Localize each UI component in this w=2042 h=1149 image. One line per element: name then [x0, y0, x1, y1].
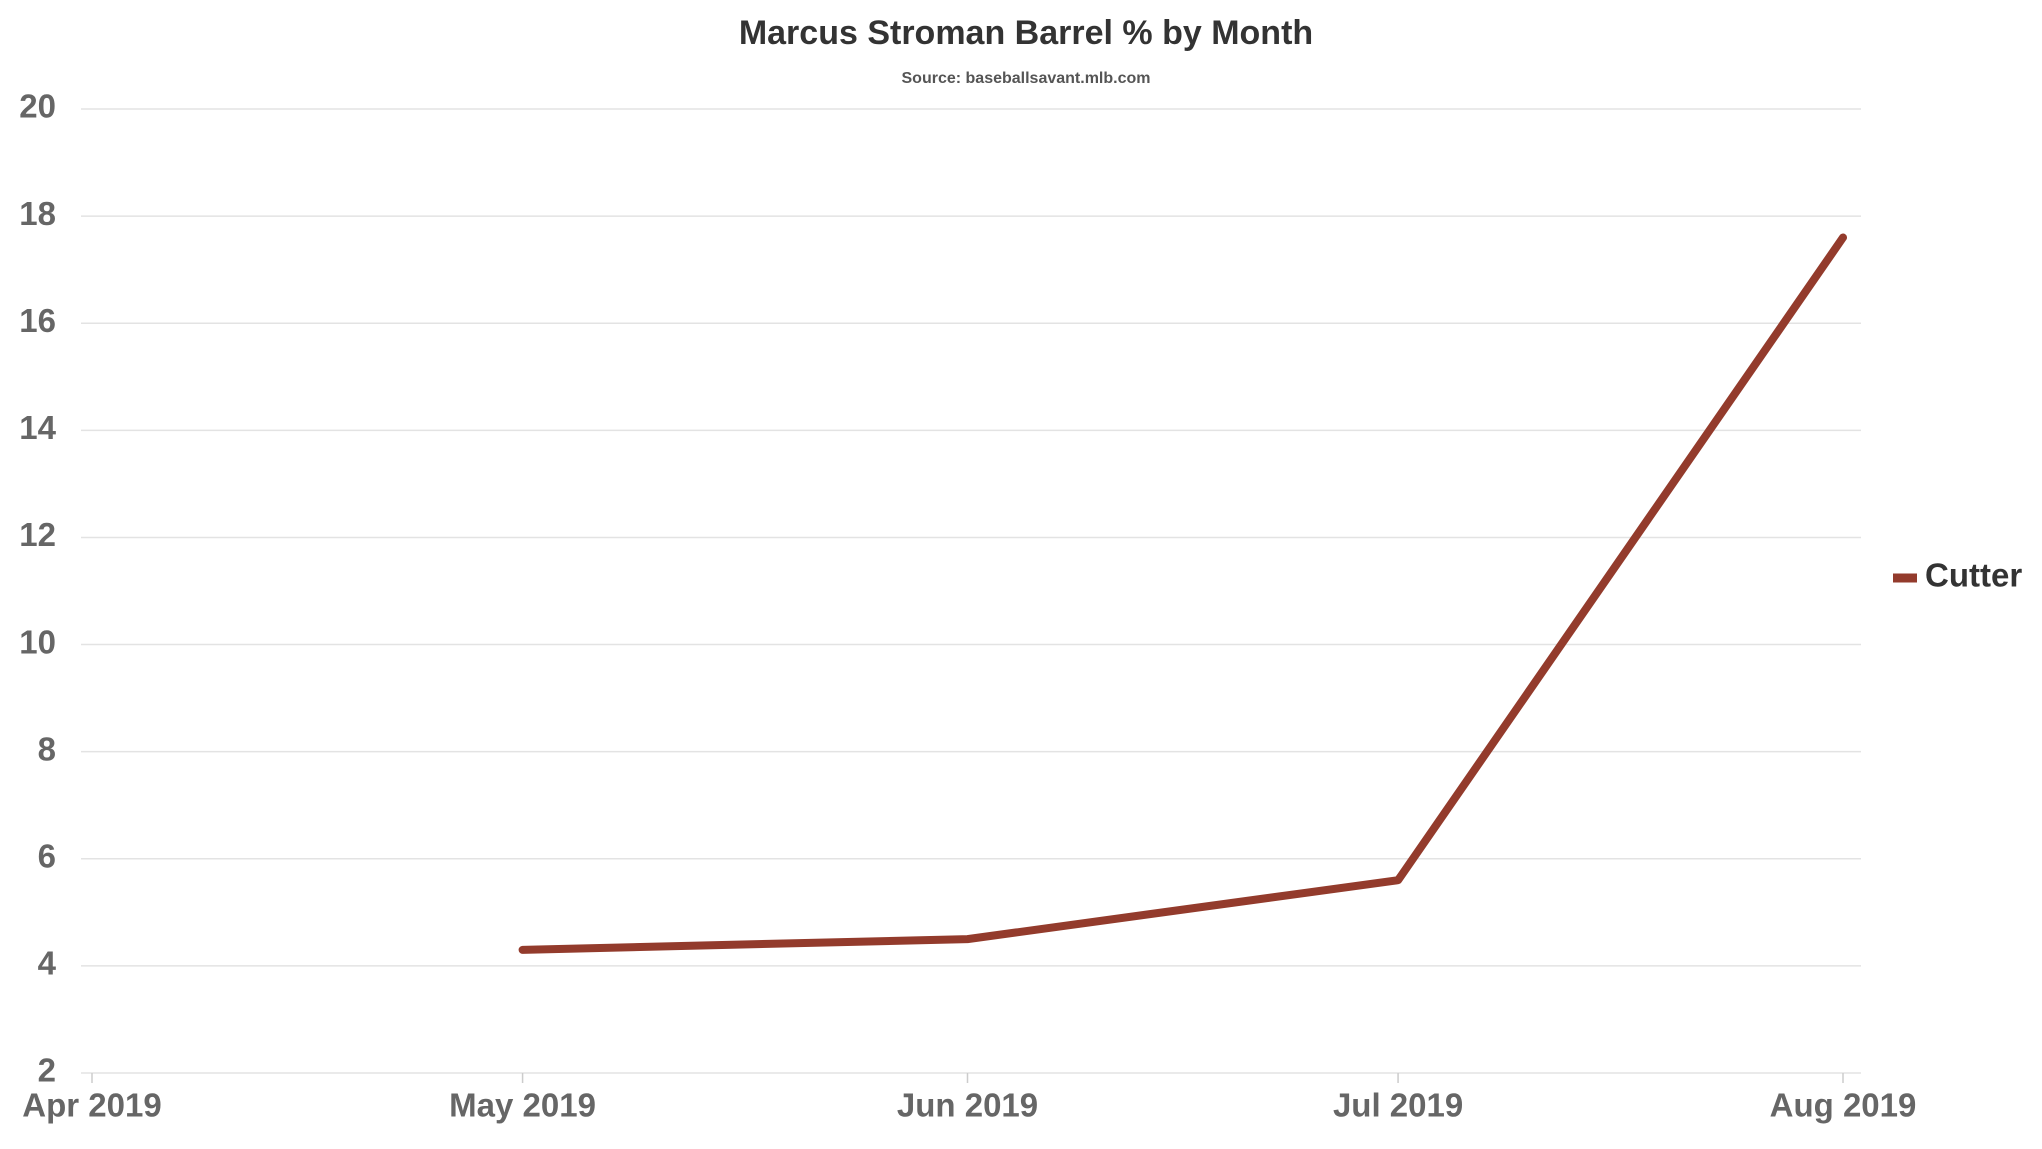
y-tick-label: 20: [19, 88, 56, 125]
line: [518, 233, 1847, 954]
x-tick-label: Apr 2019: [22, 1087, 161, 1124]
y-tick-label: 10: [19, 623, 56, 660]
y-tick-label: 2: [38, 1052, 56, 1089]
chart-title: Marcus Stroman Barrel % by Month: [739, 14, 1313, 52]
x-tick-label: Jun 2019: [897, 1087, 1038, 1124]
y-tick-label: 16: [19, 302, 56, 339]
legend-label: Cutter: [1925, 557, 2022, 594]
y-tick-label: 18: [19, 195, 56, 232]
y-tick-label: 14: [19, 409, 56, 446]
x-tick-label: May 2019: [449, 1087, 596, 1124]
chart-subtitle: Source: baseballsavant.mlb.com: [902, 70, 1151, 87]
y-tick-label: 4: [38, 945, 57, 982]
y-tick-label: 6: [38, 837, 56, 874]
x-tick-label: Aug 2019: [1770, 1087, 1917, 1124]
x-tick-label: Jul 2019: [1333, 1087, 1463, 1124]
y-tick-label: 12: [19, 516, 56, 553]
y-tick-label: 8: [38, 730, 56, 767]
